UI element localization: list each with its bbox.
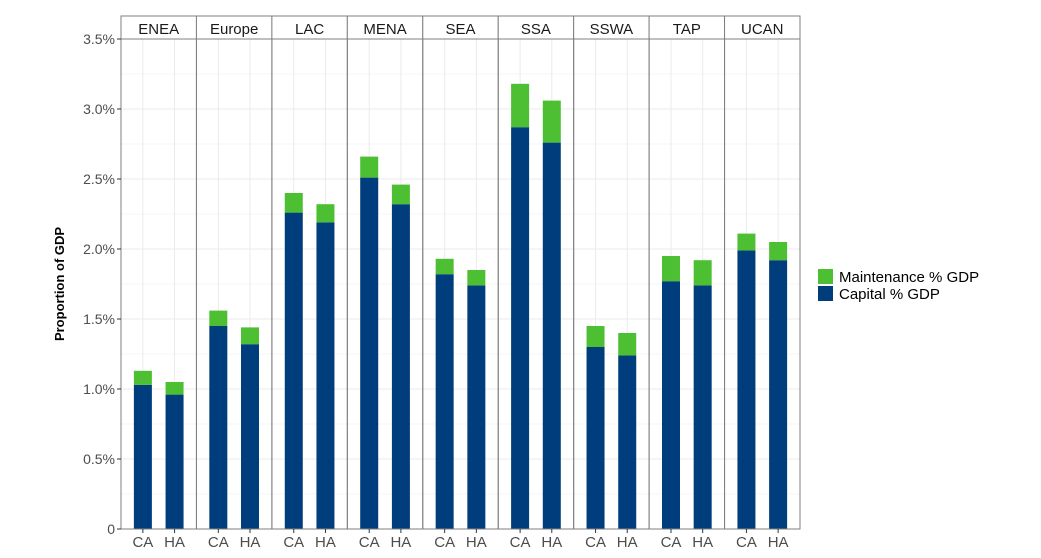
y-tick-label: 2.0% — [83, 241, 115, 257]
bar-maintenance-tap-ca — [661, 256, 680, 282]
facet-panel-mena: MENA — [346, 15, 424, 530]
x-tick-label: HA — [240, 534, 261, 551]
x-tick-label: HA — [541, 534, 562, 551]
x-tick-label: HA — [617, 534, 638, 551]
bar-maintenance-ucan-ca — [737, 233, 756, 251]
facet-label: SSWA — [590, 21, 634, 38]
facet-panel-lac: LAC — [271, 15, 348, 530]
bar-capital-tap-ca — [661, 281, 680, 529]
facet-border — [724, 38, 801, 530]
x-tick-label: HA — [466, 534, 487, 551]
bar-maintenance-enea-ha — [165, 382, 184, 395]
x-tick-label: CA — [359, 534, 380, 551]
facet-panel-tap: TAP — [648, 15, 726, 530]
bar-capital-sswa-ha — [618, 355, 637, 529]
bar-capital-sswa-ca — [586, 347, 605, 529]
x-tick-label: HA — [692, 534, 713, 551]
bar-capital-ssa-ca — [511, 127, 530, 529]
facet-panels: ENEA Europe LAC MENA SEA SSA SSWA TAP UCAN — [120, 15, 801, 530]
facet-panel-enea: ENEA — [120, 15, 197, 530]
bar-capital-mena-ca — [360, 177, 379, 529]
facet-label: SEA — [445, 21, 475, 38]
y-tick-label: 1.5% — [83, 311, 115, 327]
bar-capital-ssa-ha — [542, 142, 561, 529]
x-tick-label: CA — [661, 534, 682, 551]
bar-capital-ucan-ca — [737, 250, 756, 529]
y-axis: 0 0.5% 1.0% 1.5% 2.0% 2.5% 3.0% 3.5% — [83, 31, 121, 537]
y-tick-label: 0.5% — [83, 451, 115, 467]
bar-maintenance-sswa-ha — [618, 333, 637, 356]
bar-capital-lac-ca — [284, 212, 303, 529]
legend-swatch-maintenance — [818, 269, 833, 284]
x-tick-label: CA — [510, 534, 531, 551]
y-tick-label: 3.0% — [83, 101, 115, 117]
legend-label-maintenance: Maintenance % GDP — [839, 269, 979, 286]
facet-label: SSA — [521, 21, 551, 38]
facet-panel-sea: SEA — [422, 15, 499, 530]
y-tick-label: 0 — [107, 521, 115, 537]
bar-maintenance-ucan-ha — [769, 242, 788, 261]
x-tick-label: CA — [434, 534, 455, 551]
bar-maintenance-sswa-ca — [586, 326, 605, 347]
legend-swatch-capital — [818, 286, 833, 301]
facet-label: LAC — [295, 21, 324, 38]
x-tick-label: CA — [208, 534, 229, 551]
y-axis-label: Proportion of GDP — [52, 227, 67, 341]
bar-maintenance-sea-ha — [467, 270, 486, 286]
bar-capital-mena-ha — [391, 204, 410, 529]
legend-label-capital: Capital % GDP — [839, 286, 940, 303]
bar-maintenance-mena-ha — [391, 184, 410, 205]
facet-label: UCAN — [741, 21, 784, 38]
bar-maintenance-europe-ha — [241, 327, 260, 345]
bar-capital-europe-ha — [241, 344, 260, 529]
bar-maintenance-lac-ha — [316, 204, 335, 223]
bar-capital-europe-ca — [209, 326, 228, 529]
bar-capital-tap-ha — [693, 285, 712, 529]
x-tick-label: CA — [283, 534, 304, 551]
y-tick-label: 3.5% — [83, 31, 115, 47]
bar-maintenance-lac-ca — [284, 193, 303, 213]
x-tick-label: HA — [390, 534, 411, 551]
facet-panel-europe: Europe — [195, 15, 273, 530]
bar-maintenance-mena-ca — [360, 156, 379, 178]
facet-panel-sswa: SSWA — [573, 15, 650, 530]
bar-capital-sea-ha — [467, 285, 486, 529]
facet-label: ENEA — [138, 21, 179, 38]
facet-label: Europe — [210, 21, 258, 38]
bar-maintenance-ssa-ha — [542, 100, 561, 143]
bar-maintenance-europe-ca — [209, 310, 228, 326]
x-tick-label: CA — [132, 534, 153, 551]
bars — [133, 83, 788, 529]
bar-maintenance-tap-ha — [693, 260, 712, 286]
y-tick-label: 2.5% — [83, 171, 115, 187]
bar-maintenance-enea-ca — [133, 370, 152, 385]
bar-maintenance-ssa-ca — [511, 83, 530, 128]
bar-capital-enea-ha — [165, 394, 184, 529]
x-tick-label: HA — [315, 534, 336, 551]
facet-panel-ucan: UCAN — [724, 15, 801, 530]
facet-label: TAP — [673, 21, 701, 38]
x-tick-label: HA — [768, 534, 789, 551]
facet-panel-ssa: SSA — [497, 15, 575, 530]
bar-capital-enea-ca — [133, 384, 152, 529]
x-tick-label: CA — [585, 534, 606, 551]
x-tick-label: HA — [164, 534, 185, 551]
y-tick-label: 1.0% — [83, 381, 115, 397]
x-axis: CA HA CA HA CA HA CA HA CA HA CA HA CA HA CA HA CA HA — [132, 529, 789, 551]
bar-capital-sea-ca — [435, 274, 454, 529]
bar-capital-lac-ha — [316, 222, 335, 529]
bar-maintenance-sea-ca — [435, 258, 454, 275]
facet-label: MENA — [363, 21, 406, 38]
bar-capital-ucan-ha — [769, 260, 788, 529]
x-tick-label: CA — [736, 534, 757, 551]
